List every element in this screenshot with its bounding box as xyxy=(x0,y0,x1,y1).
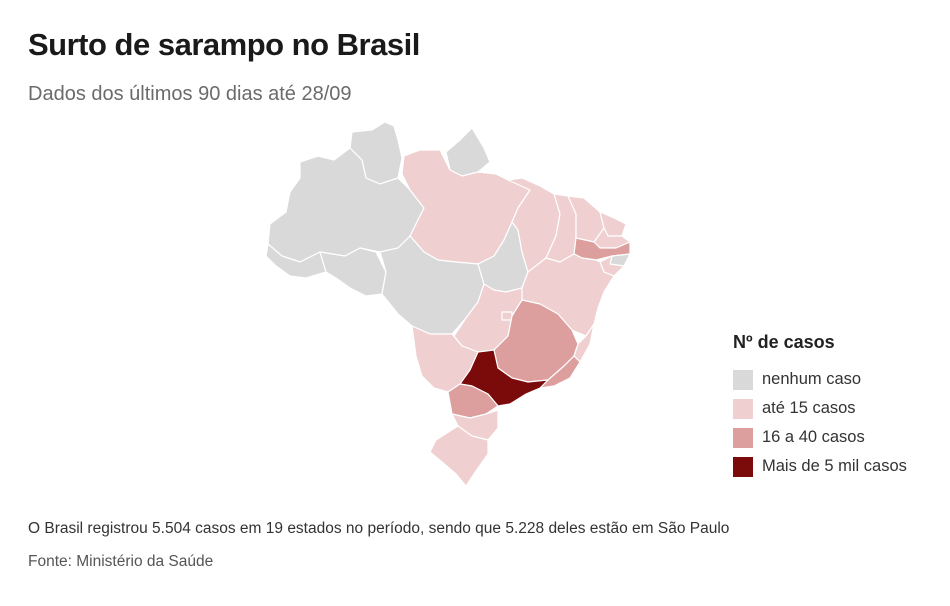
state-rj xyxy=(539,355,581,389)
legend-swatch xyxy=(733,456,753,477)
legend-title: Nº de casos xyxy=(733,332,835,352)
legend-label: Mais de 5 mil casos xyxy=(762,457,907,475)
source-credit: Fonte: Ministério da Saúde xyxy=(28,553,214,570)
legend-label: nenhum caso xyxy=(762,370,862,388)
legend-label: 16 a 40 casos xyxy=(762,428,865,446)
legend-item-none: nenhum caso xyxy=(733,365,907,394)
legend-swatch xyxy=(733,369,753,390)
legend-swatch xyxy=(733,398,753,419)
footnote: O Brasil registrou 5.504 casos em 19 est… xyxy=(28,520,730,537)
legend-item-16-to-40: 16 a 40 casos xyxy=(733,423,907,452)
legend-item-over-5000: Mais de 5 mil casos xyxy=(733,452,907,481)
legend-label: até 15 casos xyxy=(762,399,856,417)
state-ro xyxy=(319,247,387,297)
map-legend: Nº de casos nenhum caso até 15 casos 16 … xyxy=(733,332,907,481)
state-df xyxy=(501,311,513,321)
state-rs xyxy=(429,425,489,487)
state-ac xyxy=(265,243,327,279)
legend-item-up-to-15: até 15 casos xyxy=(733,394,907,423)
chart-subtitle: Dados dos últimos 90 dias até 28/09 xyxy=(28,83,352,105)
state-ap xyxy=(445,127,491,177)
legend-swatch xyxy=(733,427,753,448)
chart-title: Surto de sarampo no Brasil xyxy=(28,27,420,62)
